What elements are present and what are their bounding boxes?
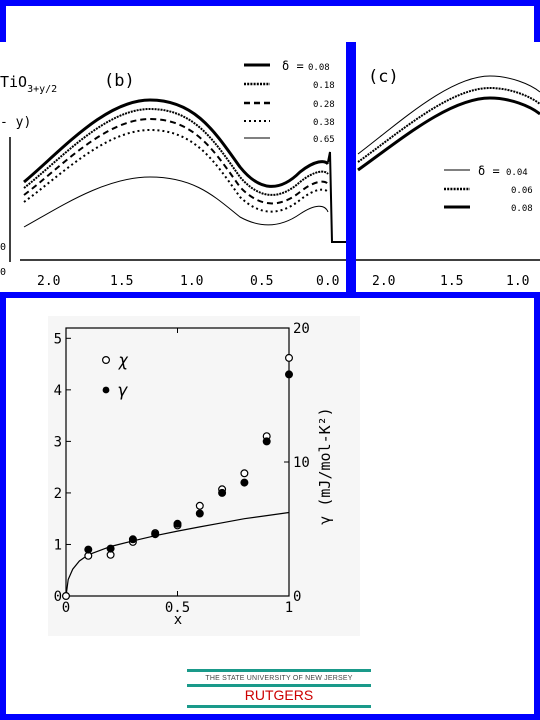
gamma-point [84, 545, 93, 554]
chi-point [285, 353, 294, 362]
legend-value: 0.06 [511, 186, 533, 196]
x-tick-label: 0 [62, 600, 70, 616]
plot-frame [65, 327, 290, 597]
axis-ticks [65, 327, 290, 597]
curve-delta-0.28 [23, 117, 329, 205]
legend-value: 0.65 [313, 135, 335, 145]
y-right-tick-label: 10 [293, 455, 310, 471]
gamma-point [218, 488, 227, 497]
spectra-figure: 0 0 TiO3+y/2 - y) (b) δ = 0.08 0.18 0.28… [0, 42, 540, 298]
curve-delta-0.08 [23, 98, 330, 188]
gamma-point [173, 519, 182, 528]
panel-c-curves [357, 75, 540, 172]
curve-c-0.04 [357, 75, 540, 155]
gamma-point [240, 478, 249, 487]
formula-label: TiO3+y/2 [0, 73, 57, 95]
footer-rule-bottom [187, 705, 371, 708]
panel-b-tick: 2.0 [37, 274, 60, 289]
panel-c-label: (c) [368, 67, 399, 87]
y-left-tick-label: 5 [54, 331, 62, 347]
panel-b-curves [23, 98, 346, 243]
legend-value: 0.04 [506, 168, 528, 178]
chart-legend: χ γ [101, 351, 129, 401]
x-tick-label: 0.5 [165, 600, 190, 616]
curve-delta-0.65 [23, 176, 329, 228]
y-left-tick-label: 4 [54, 383, 62, 399]
panel-separator [346, 42, 356, 298]
panel-c-legend: δ = 0.04 0.06 0.08 [444, 164, 533, 214]
x-tick-label: 1 [285, 600, 293, 616]
y-left-tick-label: 2 [54, 486, 62, 502]
y-left-tick-label: 1 [54, 537, 62, 553]
panel-b-tick: 0.0 [316, 274, 339, 289]
legend-value: 0.38 [313, 118, 335, 128]
gamma-point [285, 370, 294, 379]
curve-delta-0.38 [23, 128, 329, 213]
left-tick-1: 0 [0, 267, 6, 278]
legend-open-circle [101, 355, 110, 364]
curve-c-0.06 [357, 86, 540, 163]
panel-b-tick: 1.5 [110, 274, 133, 289]
legend-value: 0.08 [308, 63, 330, 73]
panel-b-tick: 0.5 [250, 274, 273, 289]
panel-c-tick: 1.5 [440, 274, 463, 289]
legend-chi-label: χ [118, 351, 129, 371]
curve-c-0.08 [357, 96, 540, 172]
chi-point [240, 469, 249, 478]
panel-c-tick: 2.0 [372, 274, 395, 289]
right-y-axis-label: γ (mJ/mol-K²) [316, 407, 334, 524]
university-subtitle: THE STATE UNIVERSITY OF NEW JERSEY [205, 675, 353, 682]
y-left-tick-label: 0 [54, 589, 62, 605]
gamma-point [128, 535, 137, 544]
rutgers-logo-text: RUTGERS [244, 687, 314, 703]
legend-filled-circle [102, 386, 110, 394]
footer-rule-middle [187, 684, 371, 687]
legend-delta: δ = [478, 164, 500, 178]
legend-value: 0.28 [313, 100, 335, 110]
y-left-tick-label: 3 [54, 434, 62, 450]
y-right-tick-label: 20 [293, 321, 310, 337]
legend-value: 0.08 [511, 204, 533, 214]
curve-delta-0.18 [23, 107, 329, 196]
panel-b-legend: δ = 0.08 0.18 0.28 0.38 0.65 [244, 59, 335, 145]
gamma-point [106, 544, 115, 553]
chi-point [195, 501, 204, 510]
data-points [62, 353, 294, 601]
side-label: - y) [0, 115, 31, 130]
y-right-tick-label: 0 [293, 589, 301, 605]
chi-point [62, 592, 71, 601]
fit-curve [65, 511, 290, 597]
rutgers-footer: THE STATE UNIVERSITY OF NEW JERSEY RUTGE… [187, 669, 371, 708]
panel-b-label: (b) [104, 71, 135, 91]
x-axis-label: x [174, 612, 182, 628]
curve-drop [327, 151, 346, 243]
spectra-svg: 0 0 TiO3+y/2 - y) (b) δ = 0.08 0.18 0.28… [0, 59, 540, 289]
left-tick-2: 0 [0, 242, 6, 253]
legend-value: 0.18 [313, 81, 335, 91]
footer-rule-top [187, 669, 371, 672]
band-bottom-border [0, 292, 540, 298]
legend-gamma-label: γ [118, 381, 128, 401]
legend-delta: δ = [282, 59, 304, 73]
gamma-point [151, 530, 160, 539]
gamma-point [262, 437, 271, 446]
panel-b-tick: 1.0 [180, 274, 203, 289]
panel-c-tick: 1.0 [506, 274, 529, 289]
gamma-point [195, 509, 204, 518]
